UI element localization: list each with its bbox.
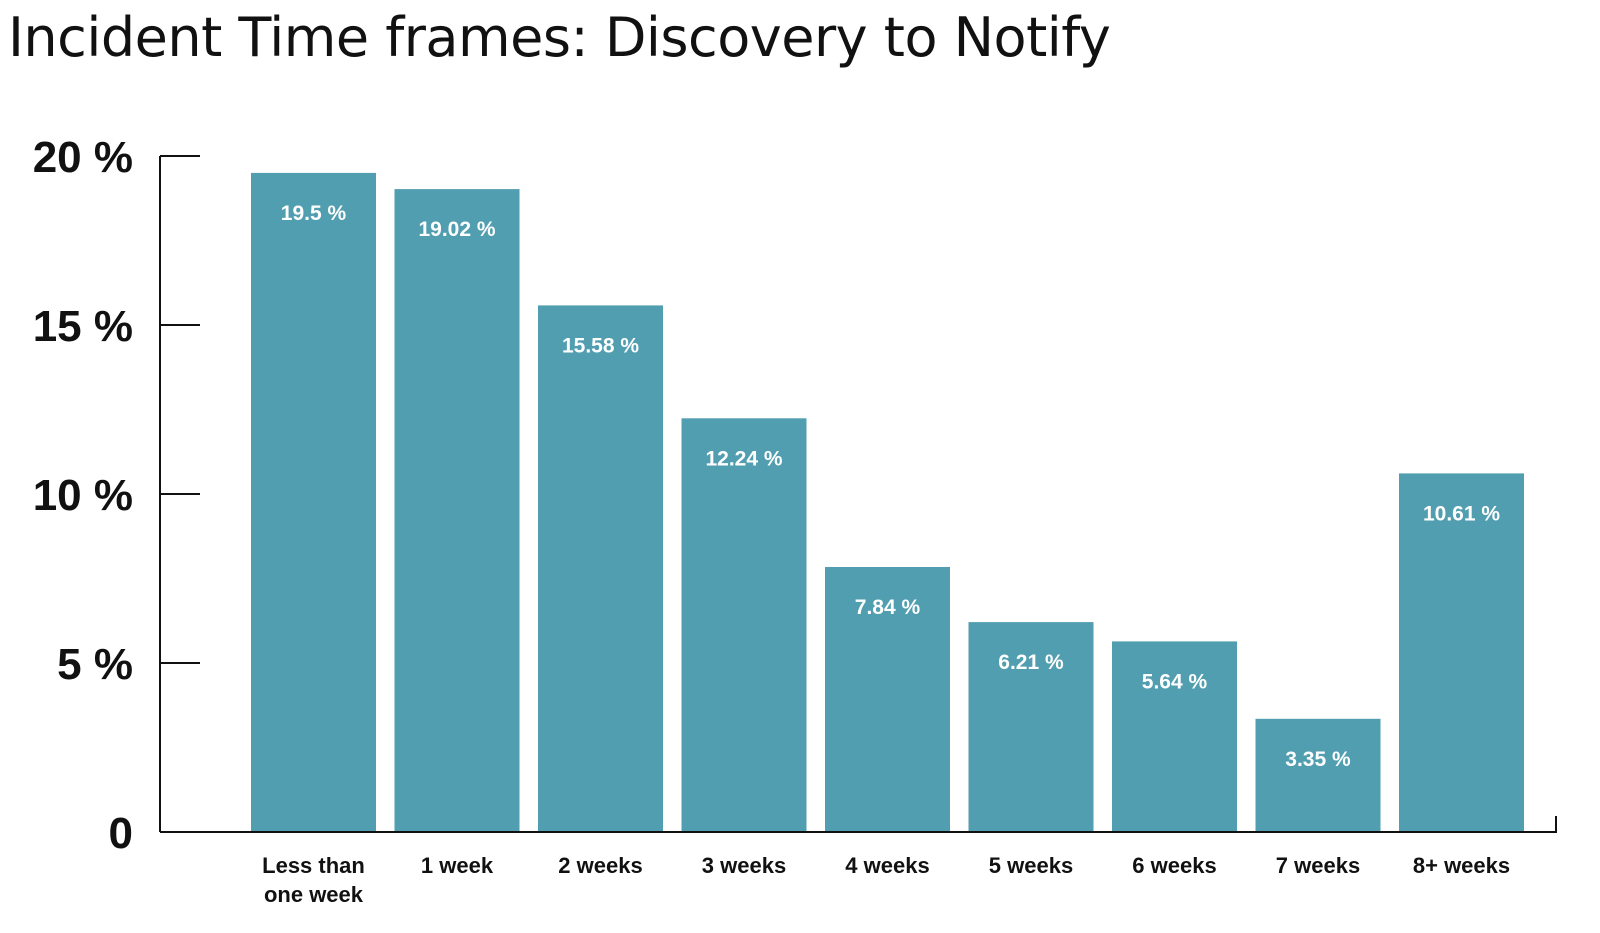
data-label-2: 19.02 % — [418, 218, 495, 241]
x-tick-label-line: Less than — [262, 853, 365, 878]
axes — [159, 155, 1557, 833]
bar-4 — [681, 418, 807, 832]
data-label-1: 19.5 % — [281, 202, 347, 225]
y-tick-label-2: 5 % — [57, 640, 133, 689]
bar-7 — [1112, 641, 1237, 832]
bar-8 — [1255, 718, 1381, 832]
bar-3 — [538, 305, 663, 832]
data-label-7: 5.64 % — [1142, 670, 1208, 693]
x-tick-label-5: 4 weeks — [845, 853, 929, 878]
bars — [251, 172, 1524, 833]
y-tick-label-1: 0 — [109, 809, 133, 858]
bar-5 — [825, 567, 950, 832]
x-tick-label-line: 4 weeks — [845, 853, 929, 878]
x-tick-label-line: 2 weeks — [558, 853, 642, 878]
chart-title: Incident Time frames: Discovery to Notif… — [8, 6, 1111, 69]
y-tick-label-4: 15 % — [33, 302, 133, 351]
x-tick-label-line: 3 weeks — [702, 853, 786, 878]
x-tick-label-line: 1 week — [421, 853, 494, 878]
data-label-9: 10.61 % — [1423, 502, 1500, 525]
x-tick-label-7: 6 weeks — [1132, 853, 1216, 878]
bar-9 — [1399, 473, 1524, 832]
x-tick-label-9: 8+ weeks — [1413, 853, 1510, 878]
data-label-4: 12.24 % — [705, 447, 782, 470]
x-tick-label-line: 8+ weeks — [1413, 853, 1510, 878]
x-tick-label-6: 5 weeks — [989, 853, 1073, 878]
y-tick-label-5: 20 % — [33, 133, 133, 182]
x-tick-label-1: Less than one week — [262, 853, 365, 907]
labels: 19.5 % Less than one week 19.02 % 1 week 15.5… — [33, 133, 1510, 907]
bar-6 — [968, 622, 1094, 832]
x-tick-label-line: 6 weeks — [1132, 853, 1216, 878]
data-label-6: 6.21 % — [998, 651, 1064, 674]
x-tick-label-line: 7 weeks — [1276, 853, 1360, 878]
x-tick-label-8: 7 weeks — [1276, 853, 1360, 878]
bar-1 — [251, 172, 376, 832]
data-label-5: 7.84 % — [855, 596, 921, 619]
x-tick-label-line: one week — [264, 882, 364, 907]
data-label-3: 15.58 % — [562, 334, 639, 357]
bar-2 — [394, 189, 520, 833]
x-tick-label-4: 3 weeks — [702, 853, 786, 878]
y-tick-label-3: 10 % — [33, 471, 133, 520]
x-tick-label-line: 5 weeks — [989, 853, 1073, 878]
x-tick-label-3: 2 weeks — [558, 853, 642, 878]
x-tick-label-2: 1 week — [421, 853, 494, 878]
data-label-8: 3.35 % — [1285, 748, 1351, 771]
